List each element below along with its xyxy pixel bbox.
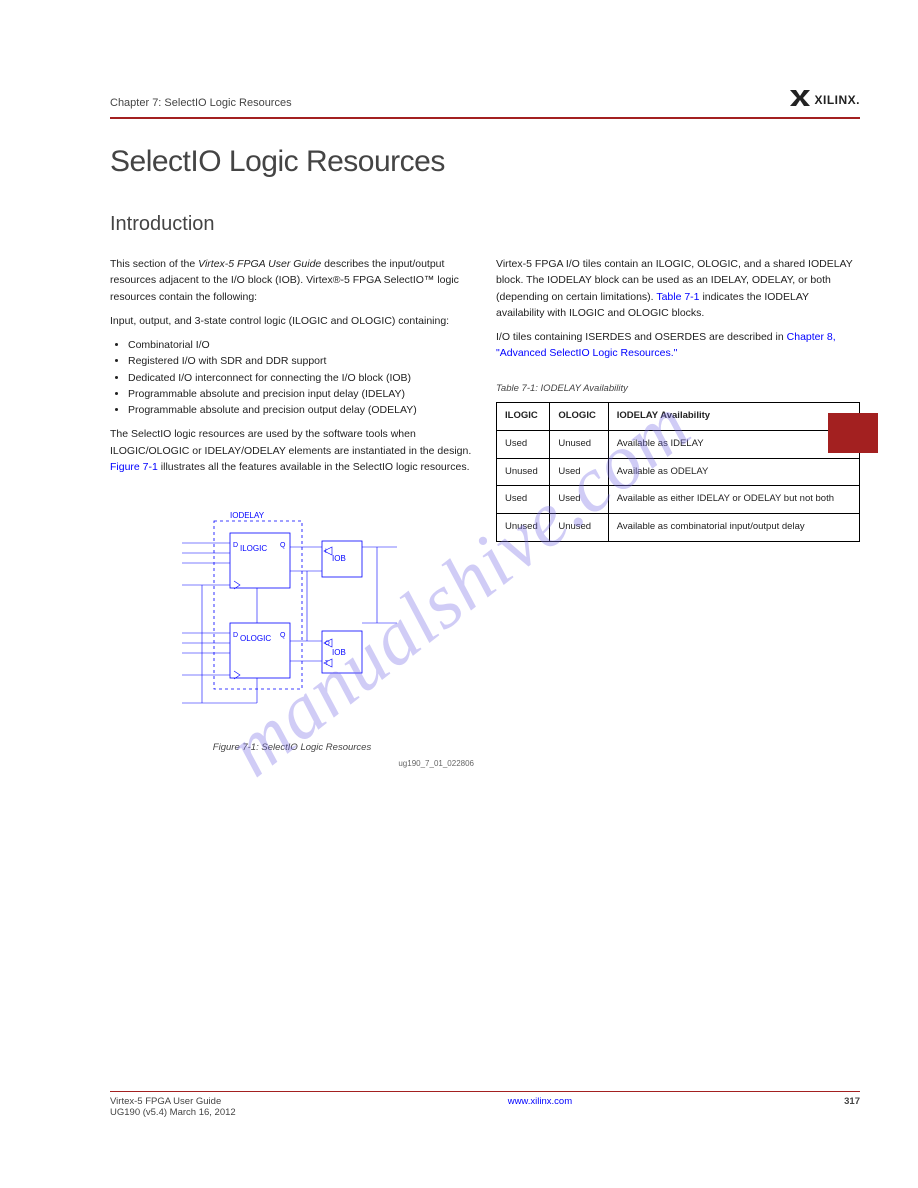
ologic-label: OLOGIC [240,634,271,643]
brand-text: XILINX. [814,93,860,107]
cell: Used [550,486,608,514]
right-para-2: I/O tiles containing ISERDES and OSERDES… [496,329,860,362]
table-row: Used Unused Available as IDELAY [497,431,860,459]
chapter-title: SelectIO Logic Resources [110,145,860,179]
figure-caption: Figure 7-1: SelectIO Logic Resources [110,741,474,756]
table-link[interactable]: Table 7-1 [656,291,699,303]
intro-para-3: The SelectIO logic resources are used by… [110,426,474,475]
iob-label-top: IOB [332,554,346,563]
cell: Used [497,486,550,514]
iodelay-label: IODELAY [230,511,265,520]
right-column: Virtex-5 FPGA I/O tiles contain an ILOGI… [496,256,860,770]
selectio-diagram: IODELAY ILOGIC D Q OLOGIC D Q IOB [162,503,422,733]
cell: Unused [497,458,550,486]
cell: Available as combinatorial input/output … [608,514,859,542]
cell: Used [550,458,608,486]
th-iodelay: IODELAY Availability [608,403,859,431]
intro-para-2: Input, output, and 3-state control logic… [110,313,474,329]
left-column: This section of the Virtex-5 FPGA User G… [110,256,474,770]
footer-doc-title: Virtex-5 FPGA User Guide [110,1096,236,1107]
figure-7-1: IODELAY ILOGIC D Q OLOGIC D Q IOB [110,503,474,770]
cell: Available as IDELAY [608,431,859,459]
page-number: 317 [844,1096,860,1107]
intro-para-1: This section of the Virtex-5 FPGA User G… [110,256,474,305]
cell: Available as ODELAY [608,458,859,486]
svg-text:O: O [325,641,330,647]
text: The SelectIO logic resources are used by… [110,428,471,456]
feature-list: Combinatorial I/O Registered I/O with SD… [110,337,474,418]
table-header-row: ILOGIC OLOGIC IODELAY Availability [497,403,860,431]
footer-doc-rev: UG190 (v5.4) March 16, 2012 [110,1107,236,1118]
svg-text:Q: Q [280,542,286,549]
table-row: Unused Used Available as ODELAY [497,458,860,486]
table-caption: Table 7-1: IODELAY Availability [496,382,860,397]
text: illustrates all the features available i… [158,461,470,473]
header-brand: XILINX. [790,90,860,109]
th-ilogic: ILOGIC [497,403,550,431]
footer-url[interactable]: www.xilinx.com [508,1096,572,1107]
list-item: Combinatorial I/O [128,337,474,353]
list-item: Registered I/O with SDR and DDR support [128,353,474,369]
text: This section of the [110,258,198,270]
header-rule [110,117,860,119]
chapter-tab [828,413,878,453]
svg-text:D: D [233,632,238,639]
svg-text:D: D [233,542,238,549]
cell: Available as either IDELAY or ODELAY but… [608,486,859,514]
ilogic-label: ILOGIC [240,544,267,553]
th-ologic: OLOGIC [550,403,608,431]
list-item: Programmable absolute and precision inpu… [128,386,474,402]
svg-text:T: T [325,661,329,667]
svg-text:Q: Q [280,632,286,639]
cell: Unused [550,431,608,459]
section-title: Introduction [110,213,860,236]
header-chapter: Chapter 7: SelectIO Logic Resources [110,97,292,109]
list-item: Dedicated I/O interconnect for connectin… [128,370,474,386]
table-row: Used Used Available as either IDELAY or … [497,486,860,514]
cell: Unused [497,514,550,542]
footer-rule [110,1091,860,1093]
iob-label-bot: IOB [332,648,346,657]
page-footer: Virtex-5 FPGA User Guide UG190 (v5.4) Ma… [110,1091,860,1119]
list-item: Programmable absolute and precision outp… [128,402,474,418]
table-row: Unused Unused Available as combinatorial… [497,514,860,542]
cell: Used [497,431,550,459]
figure-link[interactable]: Figure 7-1 [110,461,158,473]
doc-title-ref: Virtex-5 FPGA User Guide [198,258,321,270]
xilinx-logo-icon [790,90,810,109]
text: I/O tiles containing ISERDES and OSERDES… [496,331,787,343]
right-para-1: Virtex-5 FPGA I/O tiles contain an ILOGI… [496,256,860,321]
cell: Unused [550,514,608,542]
figure-note: ug190_7_01_022806 [110,758,474,770]
iodelay-table: ILOGIC OLOGIC IODELAY Availability Used … [496,402,860,542]
